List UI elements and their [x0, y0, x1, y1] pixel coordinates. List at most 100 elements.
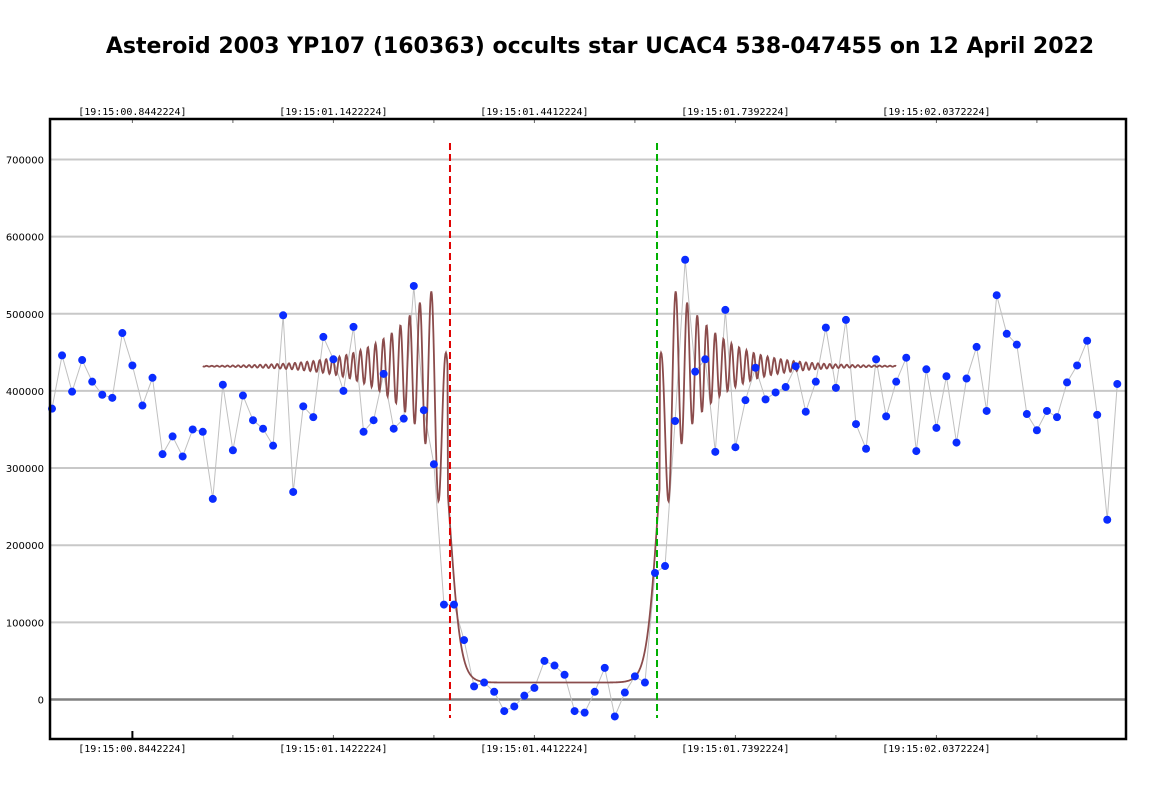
data-point: [952, 438, 961, 447]
data-point: [1042, 406, 1051, 415]
bottom-x-time-label: [19:15:01.7392224]: [681, 744, 789, 755]
data-point: [118, 329, 127, 338]
data-point: [620, 688, 629, 697]
data-point: [771, 388, 780, 397]
data-point: [1103, 515, 1112, 524]
data-point: [128, 361, 137, 370]
top-x-time-label: [19:15:01.1422224]: [279, 107, 387, 118]
data-point: [751, 363, 760, 372]
data-point: [470, 682, 479, 691]
data-point: [58, 351, 67, 360]
data-point: [429, 460, 438, 469]
y-tick-label: 400000: [6, 387, 44, 398]
plot-frame: [48, 117, 1128, 741]
data-point: [1113, 379, 1122, 388]
event-markers: [448, 143, 659, 718]
data-point: [1012, 340, 1021, 349]
data-point: [1002, 329, 1011, 338]
data-point: [379, 369, 388, 378]
data-point: [178, 452, 187, 461]
data-point: [580, 708, 589, 717]
data-point: [912, 447, 921, 456]
bottom-x-time-label: [19:15:02.0372224]: [882, 744, 990, 755]
data-point: [610, 712, 619, 721]
data-point: [671, 416, 680, 425]
y-tick-label: 200000: [6, 541, 44, 552]
data-point: [801, 407, 810, 416]
data-point: [1063, 378, 1072, 387]
top-x-time-label: [19:15:00.8442224]: [78, 107, 186, 118]
data-connector-line: [51, 259, 1118, 719]
data-point: [540, 656, 549, 665]
data-point: [279, 311, 288, 320]
data-point: [962, 374, 971, 383]
data-point: [500, 707, 509, 716]
data-point: [299, 402, 308, 411]
data-point: [982, 406, 991, 415]
data-point: [490, 687, 499, 696]
data-connector-polyline: [51, 259, 1118, 719]
data-point: [882, 412, 891, 421]
model-curve-layer: [202, 291, 897, 684]
data-point: [741, 396, 750, 405]
y-tick-label: 600000: [6, 233, 44, 244]
data-point: [841, 315, 850, 324]
data-point: [721, 305, 730, 314]
data-point: [98, 390, 107, 399]
data-point: [862, 444, 871, 453]
data-point: [419, 406, 428, 415]
data-point: [259, 424, 268, 433]
data-point: [560, 670, 569, 679]
data-point: [450, 600, 458, 609]
data-point: [791, 362, 800, 371]
data-point: [711, 447, 720, 456]
grid-lines: [50, 158, 1126, 701]
y-axis-tick-labels: 0 100000 200000 300000 400000 500000 600000 700…: [6, 155, 44, 706]
data-point: [269, 441, 278, 450]
data-point: [510, 702, 519, 711]
top-x-axis-time-labels: [19:15:00.8442224] [19:15:01.1422224] [19:…: [78, 107, 1038, 123]
y-tick-label: 100000: [6, 618, 44, 629]
data-point: [892, 377, 901, 386]
data-point: [88, 377, 97, 386]
data-point: [228, 446, 237, 455]
data-point: [922, 365, 931, 374]
data-point: [369, 416, 378, 425]
data-point: [831, 383, 840, 392]
data-point: [138, 401, 147, 410]
data-point: [399, 414, 408, 423]
data-points-layer: [48, 255, 1122, 721]
data-point: [409, 281, 418, 290]
data-point: [359, 427, 368, 436]
chart-title: Asteroid 2003 YP107 (160363) occults sta…: [105, 34, 1095, 59]
data-point: [158, 450, 167, 459]
data-point: [942, 372, 951, 381]
data-point: [1053, 413, 1061, 422]
data-point: [701, 355, 710, 364]
bottom-x-axis-time-labels: [19:15:00.8442224] [19:15:01.1422224] [19:…: [78, 731, 1038, 755]
data-point: [309, 413, 318, 422]
bottom-x-time-label: [19:15:01.1422224]: [279, 744, 387, 755]
data-point: [630, 672, 639, 681]
data-point: [439, 600, 448, 609]
data-point: [78, 356, 87, 365]
data-point: [600, 663, 609, 672]
data-point: [68, 387, 77, 396]
data-point: [731, 443, 740, 452]
data-point: [530, 683, 539, 692]
y-tick-label: 500000: [6, 310, 44, 321]
data-point: [339, 386, 348, 395]
data-point: [761, 395, 770, 404]
data-point: [651, 568, 659, 577]
data-point: [218, 380, 227, 389]
data-point: [1073, 361, 1082, 370]
data-point: [902, 353, 911, 362]
data-point: [872, 355, 881, 364]
data-point: [289, 487, 298, 496]
data-point: [208, 494, 217, 503]
data-point: [389, 424, 398, 433]
top-x-time-label: [19:15:02.0372224]: [882, 107, 990, 118]
data-point: [1022, 410, 1031, 419]
data-point: [108, 393, 117, 402]
